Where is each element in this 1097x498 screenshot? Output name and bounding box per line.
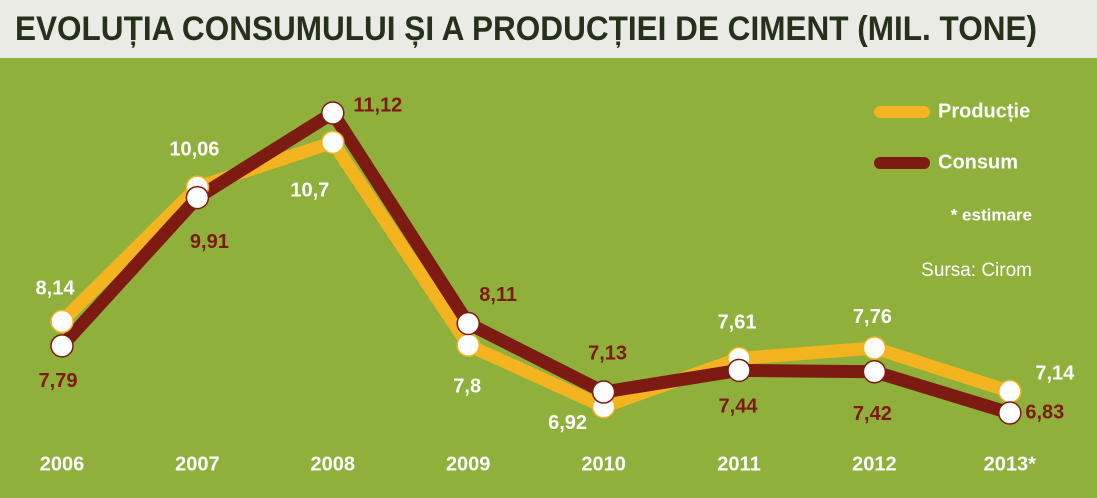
value-label: 7,76: [853, 306, 892, 328]
point-marker: [727, 358, 751, 383]
value-label: 7,44: [719, 396, 759, 418]
series-line: [55, 106, 1017, 420]
value-label: 7,61: [718, 312, 757, 334]
point-marker: [998, 379, 1022, 404]
point-marker: [862, 359, 887, 384]
legend-label: Producție: [938, 100, 1030, 122]
x-tick-label: 2006: [40, 453, 85, 475]
value-label: 7,8: [453, 375, 481, 397]
value-label: 7,14: [1035, 363, 1075, 385]
point-marker: [998, 401, 1022, 425]
x-tick-label: 2013*: [984, 453, 1036, 475]
point-marker: [862, 336, 887, 360]
title-bar: [0, 0, 1097, 58]
value-label: 7,13: [588, 342, 627, 364]
source: Sursa: Cirom: [921, 260, 1032, 281]
x-tick-label: 2007: [175, 453, 220, 475]
legend-label: Consum: [938, 151, 1018, 173]
value-label: 10,06: [169, 138, 219, 160]
x-tick-label: 2010: [581, 453, 626, 475]
point-marker: [50, 334, 74, 358]
point-marker: [456, 333, 480, 357]
point-marker: [321, 130, 345, 155]
value-label: 6,92: [548, 412, 587, 434]
point-marker: [50, 309, 74, 334]
point-marker: [591, 380, 616, 404]
value-label: 11,12: [353, 94, 402, 116]
value-label: 8,11: [479, 284, 517, 306]
value-label: 9,91: [190, 231, 229, 253]
x-tick-label: 2008: [311, 453, 356, 475]
value-label: 8,14: [36, 278, 76, 300]
chart-title: EVOLUȚIA CONSUMULUI ȘI A PRODUCȚIEI DE C…: [15, 10, 1037, 48]
value-label: 7,79: [39, 370, 78, 392]
value-label: 7,42: [853, 403, 892, 425]
x-tick-label: 2009: [446, 453, 491, 475]
point-marker: [456, 311, 480, 336]
x-tick-label: 2012: [852, 453, 897, 475]
point-marker: [185, 185, 210, 210]
plot-background: [0, 58, 1097, 498]
value-label: 6,83: [1025, 401, 1064, 423]
x-tick-label: 2011: [717, 453, 760, 475]
point-marker: [321, 101, 345, 125]
value-label: 10,7: [290, 180, 329, 202]
note: * estimare: [951, 205, 1032, 224]
